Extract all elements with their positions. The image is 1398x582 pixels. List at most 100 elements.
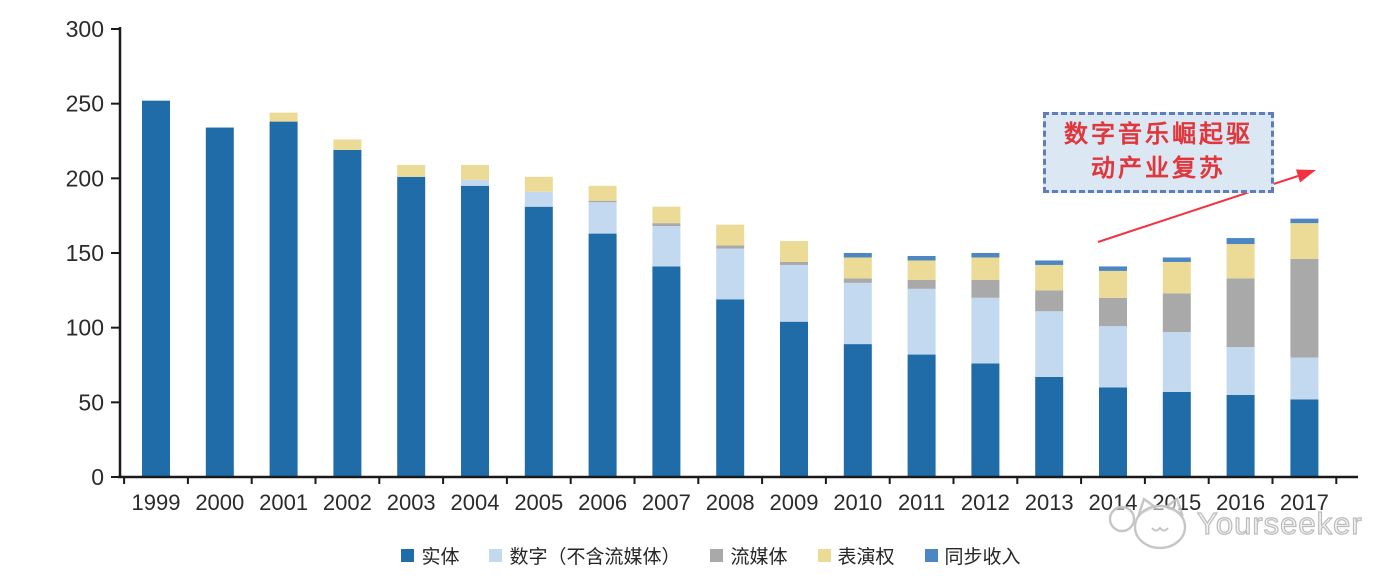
- bar-segment: [652, 206, 681, 224]
- bar-segment: [1226, 238, 1255, 245]
- y-axis-tick-label: 200: [66, 165, 104, 191]
- bar-segment: [716, 245, 745, 249]
- x-axis-tick-label: 2016: [1216, 490, 1265, 515]
- legend-swatch-icon: [710, 549, 724, 562]
- bar-segment: [588, 233, 617, 477]
- y-axis-tick-label: 250: [66, 91, 104, 117]
- bar-segment: [524, 176, 553, 192]
- legend-item: 数字（不含流媒体）: [489, 542, 680, 569]
- bar-segment: [205, 127, 234, 477]
- bar-segment: [588, 185, 617, 201]
- bar-segment: [333, 149, 362, 477]
- y-axis-tick-label: 50: [78, 389, 104, 415]
- bar-segment: [588, 200, 617, 203]
- bar-segment: [780, 264, 808, 322]
- bar-segment: [397, 176, 426, 477]
- bar-segment: [1162, 261, 1191, 294]
- bar-segment: [524, 191, 553, 207]
- legend-swatch-icon: [817, 549, 831, 562]
- legend-label: 流媒体: [730, 547, 788, 568]
- x-axis-tick-label: 2010: [833, 490, 882, 515]
- bar-segment: [1099, 266, 1127, 271]
- bar-segment: [1226, 244, 1255, 279]
- bar-segment: [1099, 270, 1127, 298]
- watermark: Yourseeker: [1106, 494, 1363, 554]
- cat-face-logo-icon: [1108, 497, 1187, 550]
- bar-segment: [716, 248, 745, 300]
- x-axis-tick-label: 2011: [898, 490, 945, 515]
- watermark-text: Yourseeker: [1196, 505, 1363, 541]
- bar-segment: [843, 253, 872, 258]
- bar-segment: [843, 278, 872, 283]
- bar-segment: [716, 299, 745, 477]
- bar-segment: [1290, 357, 1319, 400]
- y-axis-tick-label: 150: [66, 240, 104, 266]
- bar-segment: [269, 121, 298, 477]
- bar-segment: [1035, 376, 1064, 477]
- x-axis-tick-label: 2013: [1025, 490, 1074, 515]
- bar-segment: [1035, 264, 1064, 291]
- bar-segment: [652, 266, 681, 477]
- bar-segment: [1162, 332, 1191, 392]
- legend-label: 数字（不含流媒体）: [509, 547, 681, 568]
- y-axis-tick-label: 300: [66, 16, 104, 42]
- bar-segment: [907, 279, 936, 289]
- y-axis-tick-label: 100: [66, 315, 104, 341]
- chart-legend: 实体 数字（不含流媒体） 流媒体 表演权 同步收入: [12, 542, 1398, 569]
- bar-segment: [461, 185, 489, 478]
- bar-segment: [1099, 297, 1127, 327]
- bar-segment: [907, 288, 936, 355]
- legend-item: 表演权: [817, 542, 895, 569]
- annotation-line2: 动产业复苏: [1091, 155, 1226, 182]
- annotation-callout: 数字音乐崛起驱 动产业复苏: [1043, 112, 1274, 193]
- bar-segment: [1035, 290, 1064, 312]
- bar-segment: [1035, 260, 1064, 265]
- x-axis-tick-label: 2006: [578, 490, 627, 515]
- legend-item: 同步收入: [924, 542, 1021, 569]
- x-axis-tick-label: 2002: [323, 490, 372, 515]
- annotation-line1: 数字音乐崛起驱: [1064, 121, 1253, 148]
- bar-segment: [1290, 223, 1319, 259]
- bar-segment: [1290, 399, 1319, 477]
- bar-segment: [269, 112, 298, 122]
- bar-segment: [1099, 387, 1127, 477]
- bar-segment: [907, 354, 936, 477]
- legend-item: 流媒体: [710, 542, 788, 569]
- bar-segment: [652, 226, 681, 267]
- bar-segment: [1035, 311, 1064, 377]
- bar-segment: [1099, 326, 1127, 388]
- bar-segment: [971, 257, 1000, 280]
- bar-segment: [780, 321, 808, 477]
- legend-swatch-icon: [489, 549, 503, 562]
- annotation-arrow-head: [1296, 169, 1316, 183]
- bar-segment: [652, 223, 681, 227]
- x-axis-tick-label: 2017: [1280, 490, 1329, 515]
- x-axis-tick-label: 2008: [706, 490, 755, 515]
- bar-segment: [461, 164, 489, 180]
- legend-label: 同步收入: [944, 547, 1021, 568]
- x-axis-tick-label: 1999: [132, 490, 181, 515]
- bar-segment: [333, 139, 362, 150]
- bar-segment: [716, 224, 745, 246]
- legend-swatch-icon: [924, 549, 938, 562]
- x-axis-tick-label: 2001: [259, 490, 308, 515]
- legend-label: 表演权: [837, 547, 895, 568]
- bar-segment: [397, 164, 426, 177]
- bar-segment: [1226, 278, 1255, 348]
- x-axis-tick-label: 2012: [961, 490, 1010, 515]
- bar-segment: [971, 279, 1000, 298]
- bar-segment: [1226, 347, 1255, 395]
- x-axis-tick-label: 2003: [387, 490, 436, 515]
- bar-segment: [461, 179, 489, 186]
- bar-segment: [1290, 218, 1319, 224]
- x-axis-tick-label: 2009: [770, 490, 819, 515]
- bar-segment: [588, 202, 617, 234]
- bar-segment: [1290, 258, 1319, 358]
- bar-segment: [1226, 394, 1255, 477]
- bar-segment: [1162, 391, 1191, 477]
- x-axis-tick-label: 2004: [451, 490, 500, 515]
- legend-label: 实体: [421, 547, 460, 568]
- bar-segment: [780, 241, 808, 262]
